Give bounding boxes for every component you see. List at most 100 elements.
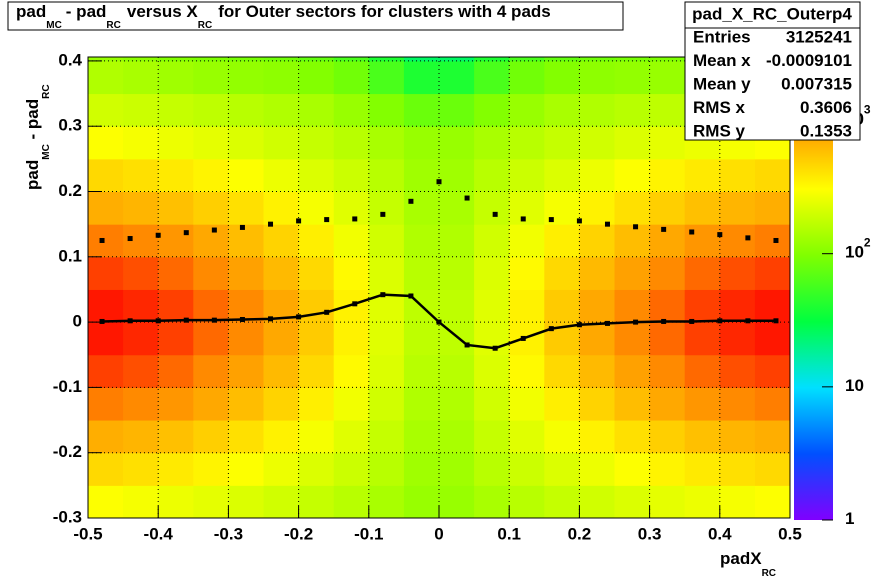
- heatmap-cell: [123, 191, 159, 225]
- heatmap-cell: [474, 93, 510, 127]
- heatmap-cell: [579, 57, 615, 62]
- heatmap-cell: [403, 256, 440, 290]
- heatmap-cell: [403, 93, 440, 127]
- heatmap-cell: [158, 60, 194, 95]
- profile-marker: [520, 216, 526, 222]
- heatmap-cell: [684, 256, 721, 290]
- heatmap-cell: [754, 485, 790, 518]
- heatmap-cell: [474, 158, 510, 193]
- heatmap-cell: [368, 126, 405, 160]
- heatmap-cell: [403, 322, 440, 356]
- heatmap-cell: [509, 420, 545, 454]
- heatmap-cell: [158, 387, 194, 421]
- heatmap-cell: [298, 57, 335, 62]
- heatmap-cell: [544, 256, 580, 290]
- heatmap-cell: [228, 57, 264, 62]
- y-tick-label: -0.3: [53, 507, 82, 526]
- heatmap-cell: [649, 60, 686, 95]
- heatmap-cell: [228, 191, 264, 225]
- heatmap-cell: [719, 224, 756, 258]
- heatmap-cell: [474, 224, 510, 258]
- heatmap-cell: [333, 354, 370, 388]
- profile-marker: [604, 320, 610, 326]
- heatmap-cell: [579, 452, 615, 486]
- heatmap-cell: [474, 60, 510, 95]
- stats-value: 3125241: [786, 27, 852, 46]
- heatmap-cell: [88, 158, 124, 193]
- heatmap-cell: [88, 452, 124, 486]
- heatmap-cell: [88, 420, 124, 454]
- heatmap-cell: [263, 420, 300, 454]
- heatmap-cell: [474, 485, 510, 518]
- heatmap-cell: [88, 256, 124, 290]
- heatmap-cell: [684, 191, 721, 225]
- label-sub: MC: [41, 144, 52, 160]
- stats-value: -0.0009101: [766, 51, 852, 70]
- heatmap-cell: [614, 289, 651, 323]
- profile-marker: [464, 342, 470, 348]
- y-tick-label: 0.2: [58, 181, 82, 200]
- heatmap-cell: [263, 224, 300, 258]
- heatmap-cell: [684, 289, 721, 323]
- heatmap-cell: [439, 93, 475, 127]
- heatmap-cell: [614, 420, 651, 454]
- profile-marker: [211, 317, 217, 323]
- heatmap-cell: [88, 387, 124, 421]
- heatmap-cell: [579, 387, 615, 421]
- chart-title: padMC- padRCversus XRCfor Outer sectors …: [16, 2, 551, 30]
- heatmap-cell: [439, 485, 475, 518]
- heatmap-cell: [684, 420, 721, 454]
- heatmap-cell: [193, 158, 229, 193]
- heatmap-cell: [88, 126, 124, 160]
- heatmap-cell: [754, 224, 790, 258]
- heatmap-cell: [333, 224, 370, 258]
- x-axis-label: padXRC: [720, 549, 776, 578]
- heatmap-cell: [123, 387, 159, 421]
- heatmap-cell: [88, 224, 124, 258]
- heatmap-cell: [649, 224, 686, 258]
- heatmap-cell: [649, 126, 686, 160]
- heatmap-cell: [88, 191, 124, 225]
- heatmap-cell: [228, 485, 264, 518]
- heatmap-cell: [88, 57, 124, 62]
- heatmap-cell: [614, 60, 651, 95]
- heatmap-cell: [439, 354, 475, 388]
- profile-marker: [127, 236, 133, 242]
- heatmap-cell: [368, 354, 405, 388]
- heatmap-cell: [544, 420, 580, 454]
- heatmap-cell: [123, 485, 159, 518]
- heatmap-cell: [123, 289, 159, 323]
- heatmap-cell: [193, 452, 229, 486]
- z-tick-base: 10: [845, 376, 864, 395]
- heatmap-cell: [439, 387, 475, 421]
- heatmap-cell: [193, 354, 229, 388]
- heatmap-cell: [754, 256, 790, 290]
- heatmap-cell: [579, 60, 615, 95]
- heatmap-cell: [509, 93, 545, 127]
- heatmap-cell: [263, 354, 300, 388]
- heatmap-cell: [88, 354, 124, 388]
- heatmap-cell: [193, 57, 229, 62]
- profile-marker: [492, 345, 498, 351]
- heatmap-cell: [544, 452, 580, 486]
- profile-marker: [408, 293, 414, 299]
- heatmap-cell: [333, 485, 370, 518]
- label-sub: RC: [762, 568, 776, 578]
- heatmap-cell: [298, 485, 335, 518]
- heatmap-cell: [193, 322, 229, 356]
- heatmap-cell: [123, 93, 159, 127]
- heatmap-cell: [614, 224, 651, 258]
- heatmap-cell: [368, 452, 405, 486]
- y-tick-label: 0.4: [58, 50, 82, 69]
- heatmap-cell: [684, 322, 721, 356]
- heatmap-cell: [228, 322, 264, 356]
- heatmap-cell: [719, 322, 756, 356]
- heatmap-cell: [649, 158, 686, 193]
- profile-marker: [548, 217, 554, 223]
- heatmap-cell: [544, 158, 580, 193]
- heatmap-cell: [158, 289, 194, 323]
- x-tick-label: -0.2: [284, 524, 313, 543]
- heatmap-cell: [509, 60, 545, 95]
- heatmap-cell: [228, 60, 264, 95]
- heatmap-cell: [439, 57, 475, 62]
